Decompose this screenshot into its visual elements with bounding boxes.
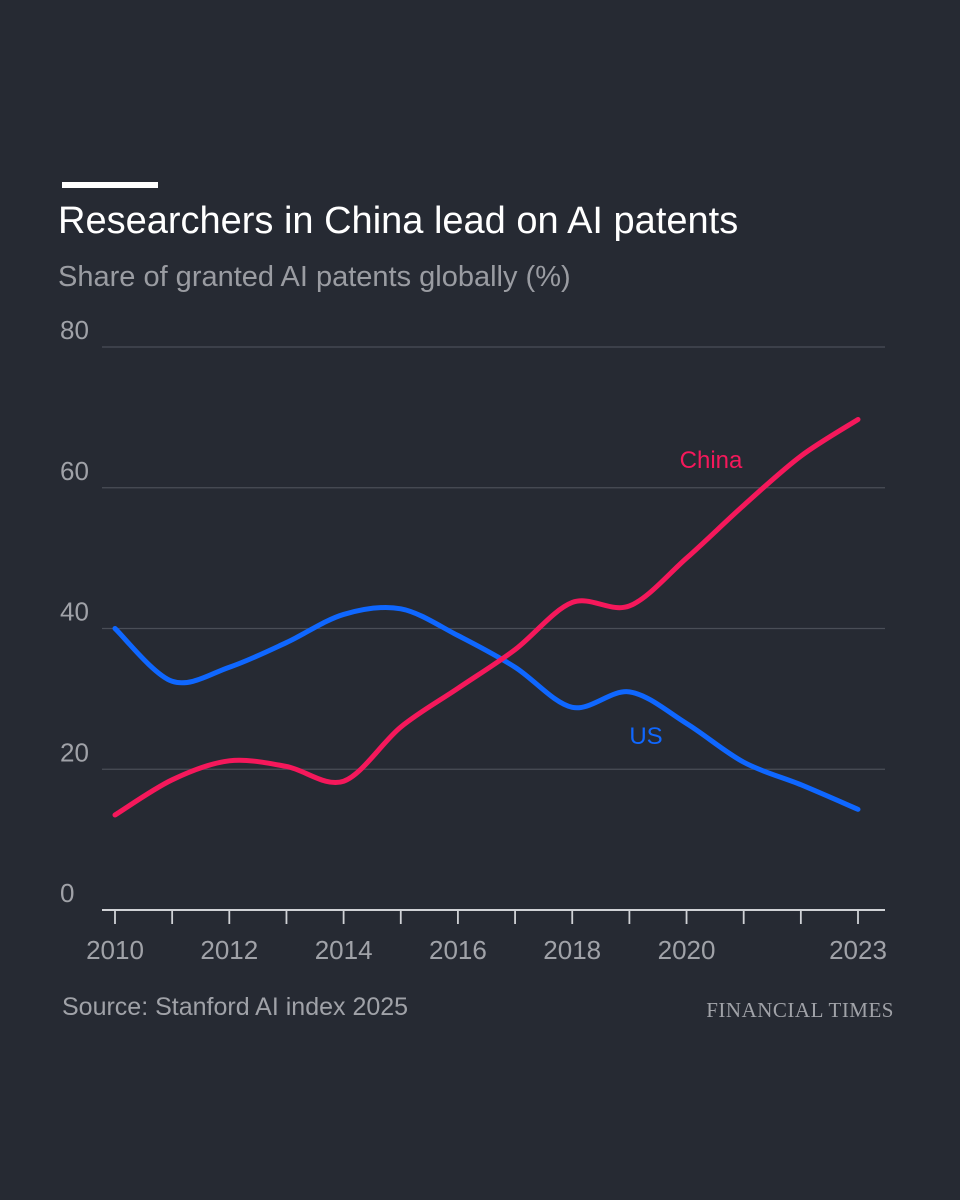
y-tick-label-40: 40 [60,597,89,627]
series-label-us: US [629,723,662,750]
series-layer [112,416,861,818]
y-tick-label-20: 20 [60,737,89,767]
x-tick-label-2023: 2023 [829,935,887,965]
x-tick-label-2012: 2012 [200,935,258,965]
x-tick-label-2016: 2016 [429,935,487,965]
ft-wordmark: FINANCIAL TIMES [706,998,894,1022]
label-layer: China US [629,447,743,750]
y-tick-label-80: 80 [60,315,89,345]
x-tick-label-2020: 2020 [658,935,716,965]
x-tick-label-2014: 2014 [315,935,373,965]
source-note: Source: Stanford AI index 2025 [62,993,409,1021]
chart-subtitle: Share of granted AI patents globally (%) [58,261,571,293]
chart-title: Researchers in China lead on AI patents [58,200,739,242]
x-tick-label-2010: 2010 [86,935,144,965]
header-rule [62,182,158,188]
y-tick-label-0: 0 [60,878,74,908]
x-tick-label-2018: 2018 [543,935,601,965]
grid-layer [102,346,885,770]
series-label-china: China [680,447,743,474]
series-line-us [112,604,861,812]
series-line-china [112,416,861,818]
axis-layer: 0 20 40 60 80 2010 2012 2014 2016 2018 2020 2023 [60,315,887,965]
y-tick-label-60: 60 [60,456,89,486]
